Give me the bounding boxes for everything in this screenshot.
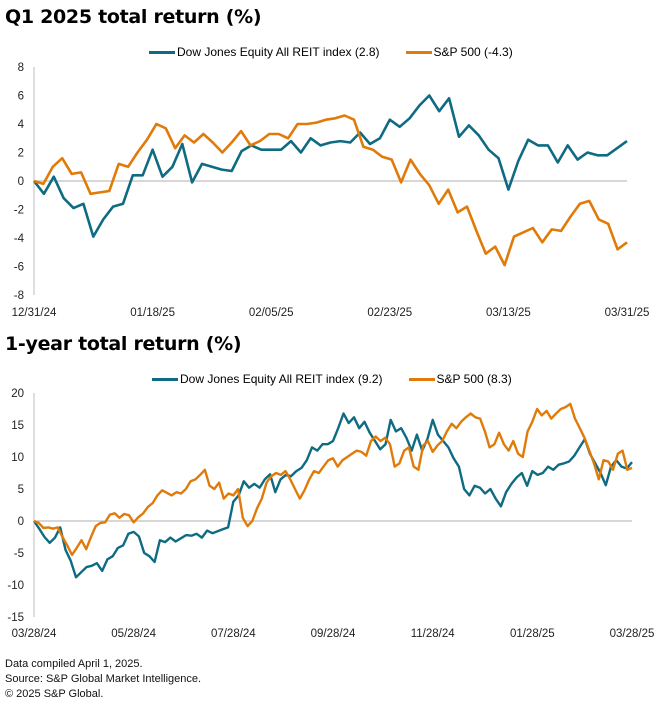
footer-source: Source: S&P Global Market Intelligence. — [5, 673, 202, 685]
y-tick-label: 0 — [18, 176, 24, 188]
series-line-reit — [33, 412, 633, 579]
legend-label-sp500: S&P 500 (8.3) — [436, 372, 512, 386]
legend-item-sp500: S&P 500 (-4.3) — [405, 45, 513, 59]
one-year-chart-title: 1-year total return (%) — [5, 333, 242, 355]
x-tick-label: 02/05/25 — [249, 307, 294, 319]
q1-legend: Dow Jones Equity All REIT index (2.8) S&… — [149, 45, 539, 59]
y-tick-label: 20 — [11, 388, 24, 400]
legend-swatch-reit — [149, 50, 175, 54]
y-tick-label: -10 — [7, 580, 24, 592]
x-tick-label: 12/31/24 — [12, 307, 57, 319]
q1-chart-title: Q1 2025 total return (%) — [5, 6, 262, 28]
x-tick-label: 07/28/24 — [211, 628, 256, 640]
x-tick-label: 09/28/24 — [311, 628, 356, 640]
y-tick-label: 4 — [18, 119, 25, 131]
x-tick-label: 11/28/24 — [411, 628, 456, 640]
series-line-sp500 — [33, 114, 628, 267]
x-tick-label: 03/31/25 — [605, 307, 650, 319]
y-tick-label: 0 — [18, 516, 24, 528]
series-line-reit — [32, 94, 628, 238]
legend-label-sp500: S&P 500 (-4.3) — [433, 45, 513, 59]
y-tick-label: -5 — [14, 548, 24, 560]
x-tick-label: 03/28/25 — [610, 628, 655, 640]
legend-swatch-reit — [152, 377, 178, 381]
footer-compiled: Data compiled April 1, 2025. — [5, 658, 143, 670]
x-tick-label: 03/13/25 — [486, 307, 531, 319]
y-tick-label: 15 — [11, 420, 24, 432]
x-tick-label: 05/28/24 — [111, 628, 156, 640]
footer-copyright: © 2025 S&P Global. — [5, 688, 104, 700]
x-tick-label: 01/18/25 — [130, 307, 175, 319]
legend-swatch-sp500 — [408, 377, 435, 381]
legend-swatch-sp500 — [405, 50, 432, 54]
y-tick-label: 10 — [11, 452, 24, 464]
legend-item-reit: Dow Jones Equity All REIT index (2.8) — [149, 45, 380, 59]
x-tick-label: 01/28/25 — [510, 628, 555, 640]
x-tick-label: 03/28/24 — [12, 628, 57, 640]
q1-chart: 8 6 4 2 0 -2 -4 -6 -8 12/31/24 01/18/25 02/05/25 02/… — [12, 62, 650, 319]
y-tick-label: -8 — [14, 290, 24, 302]
y-tick-label: -15 — [7, 612, 24, 624]
y-tick-label: 5 — [18, 484, 24, 496]
y-tick-label: 6 — [18, 91, 24, 103]
y-tick-label: 8 — [18, 62, 24, 74]
footer-notes: Data compiled April 1, 2025. Source: S&P… — [5, 657, 201, 702]
legend-item-reit: Dow Jones Equity All REIT index (9.2) — [152, 372, 383, 386]
one-year-chart: 20 15 10 5 0 -5 -10 -15 03/28/24 05/28/24 07/28/24… — [7, 388, 655, 640]
series-line-sp500 — [33, 402, 633, 557]
y-tick-label: 2 — [18, 148, 24, 160]
y-tick-label: -2 — [14, 205, 24, 217]
one-year-legend: Dow Jones Equity All REIT index (9.2) S&… — [152, 372, 538, 386]
y-tick-label: -4 — [14, 233, 25, 245]
legend-label-reit: Dow Jones Equity All REIT index (2.8) — [177, 45, 380, 59]
legend-label-reit: Dow Jones Equity All REIT index (9.2) — [180, 372, 383, 386]
y-tick-label: -6 — [14, 262, 24, 274]
x-tick-label: 02/23/25 — [367, 307, 412, 319]
legend-item-sp500: S&P 500 (8.3) — [408, 372, 512, 386]
